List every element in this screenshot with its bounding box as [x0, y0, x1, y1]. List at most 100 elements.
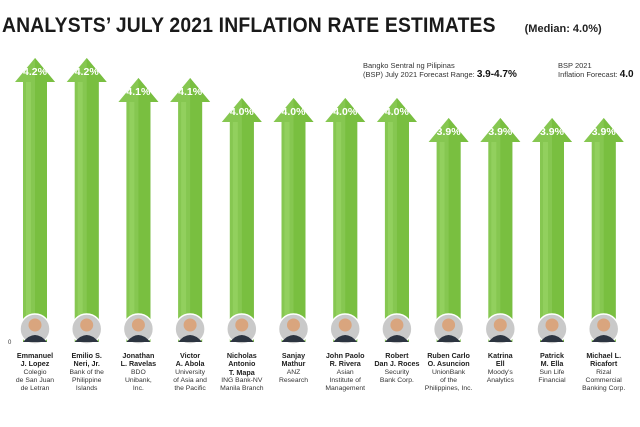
bsp-range-value: 3.9-4.7% — [476, 69, 517, 80]
arrow-highlight — [129, 102, 135, 342]
analyst-portrait — [329, 313, 361, 345]
analyst-org: Bank of the — [69, 368, 104, 376]
analyst-name: Jonathan — [122, 351, 155, 360]
arrow-bar: 4.2% — [15, 58, 55, 342]
analyst-name: Antonio — [228, 359, 256, 369]
value-label: 4.2% — [75, 66, 100, 78]
portrait-body — [540, 335, 564, 342]
analyst-name: L. Ravelas — [120, 359, 157, 369]
portrait-body — [591, 335, 616, 342]
arrow-shape — [66, 58, 107, 342]
value-label: 4.2% — [23, 66, 48, 78]
analyst-org: University — [175, 368, 206, 376]
arrow-shape — [480, 118, 521, 342]
arrow-highlight — [26, 82, 31, 342]
portrait-head — [183, 318, 197, 332]
bsp-range-note: Bangko Sentral ng Pilipinas (BSP) July 2… — [363, 61, 517, 80]
bsp-forecast-line2: Inflation Forecast: — [558, 70, 618, 79]
analyst-org: Institute of — [329, 376, 361, 384]
portrait-body — [384, 335, 409, 342]
analyst-org: Colegio — [23, 368, 47, 376]
analyst-name: A. Abola — [175, 359, 205, 369]
analyst-portrait — [174, 313, 206, 345]
value-label: 4.0% — [333, 106, 358, 118]
arrow-bar: 3.9% — [428, 118, 469, 342]
analyst-name: O. Asuncion — [427, 359, 470, 369]
portrait-head — [80, 318, 94, 332]
arrow-bar: 4.0% — [221, 98, 262, 342]
arrow-bar: 3.9% — [583, 118, 624, 342]
portrait-body — [333, 335, 358, 342]
portrait-body — [488, 335, 513, 342]
arrow-shape — [376, 98, 417, 342]
analyst-org: of the — [440, 376, 458, 384]
analyst-portrait — [536, 313, 568, 345]
analyst-name: T. Mapa — [228, 367, 255, 377]
arrow-bar: 3.9% — [480, 118, 521, 342]
analyst-label: Sanjay Mathur ANZ Research — [266, 351, 322, 385]
arrow-bar: 3.9% — [532, 118, 572, 342]
analyst-portrait — [277, 313, 310, 345]
analyst-label: Ruben Carlo O. Asuncion UnionBank of the Phi… — [421, 351, 477, 393]
portrait-body — [126, 335, 151, 342]
analyst-label: Emmanuel J. Lopez Colegio de San Juan de Let… — [7, 351, 63, 393]
arrow-highlight — [594, 142, 600, 342]
bsp-range-line2: (BSP) July 2021 Forecast Range: — [363, 70, 475, 79]
analyst-label: Emilio S. Neri, Jr. Bank of the Philippine I… — [59, 351, 115, 393]
arrow-shape — [221, 98, 262, 342]
analyst-name: J. Lopez — [20, 359, 50, 369]
analyst-portrait — [484, 313, 517, 345]
analyst-org: Security — [384, 368, 410, 376]
analyst-label: Jonathan L. Ravelas BDO Unibank, Inc. — [110, 351, 166, 393]
analyst-org: Research — [278, 376, 309, 384]
arrow-highlight — [181, 102, 187, 342]
arrow-highlight — [543, 142, 548, 342]
arrow-shape — [428, 118, 469, 342]
analyst-org: Management — [325, 384, 366, 392]
analyst-org: Philippine — [71, 376, 102, 384]
analyst-org: Analytics — [486, 376, 514, 384]
analyst-name: Nicholas — [226, 351, 257, 360]
analyst-name: M. Ella — [540, 359, 564, 369]
arrow-bar: 4.0% — [273, 98, 314, 342]
bsp-range-line1: Bangko Sentral ng Pilipinas — [363, 61, 455, 70]
analyst-org: de Letran — [20, 384, 50, 392]
analyst-name: Ruben Carlo — [427, 351, 470, 360]
value-label: 3.9% — [540, 126, 565, 138]
arrow-bar: 4.0% — [376, 98, 417, 342]
analyst-name: Victor — [179, 351, 201, 360]
analyst-org: Commercial — [585, 376, 622, 384]
analyst-org: Manila Branch — [220, 385, 264, 393]
analyst-org: ING Bank-NV — [221, 377, 263, 385]
analyst-org: Unibank, — [124, 376, 152, 384]
arrow-highlight — [387, 122, 393, 342]
analyst-label: Michael L. Ricafort Rizal Commercial Banking… — [576, 351, 632, 393]
analyst-org: Philippines, Inc. — [424, 384, 473, 392]
value-label: 3.9% — [437, 126, 462, 138]
bsp-forecast-line1: BSP 2021 — [558, 61, 592, 70]
portrait-body — [281, 335, 306, 342]
arrow-bar: 4.2% — [66, 58, 107, 342]
arrow-bar: 4.1% — [118, 78, 159, 342]
analyst-name: R. Rivera — [329, 359, 361, 369]
portrait-head — [235, 318, 249, 332]
arrow-shape — [15, 58, 55, 342]
portrait-body — [23, 335, 47, 342]
portrait-body — [436, 335, 461, 342]
analyst-label: Robert Dan J. Roces Security Bank Corp. — [369, 351, 425, 385]
arrow-highlight — [336, 122, 342, 342]
analyst-label: John Paolo R. Rivera Asian Institute of Mana… — [317, 351, 373, 393]
portrait-body — [74, 335, 99, 342]
bsp-forecast-note: BSP 2021 Inflation Forecast: 4.0 — [558, 61, 634, 80]
analyst-name: Sanjay — [281, 351, 306, 360]
arrow-shape — [170, 78, 211, 342]
analyst-name: Neri, Jr. — [73, 359, 100, 369]
analyst-name: Katrina — [487, 351, 513, 360]
arrow-shape — [583, 118, 624, 342]
arrow-bar: 4.0% — [325, 98, 366, 342]
arrow-shape — [273, 98, 314, 342]
analyst-name: Robert — [385, 351, 409, 360]
analyst-name: Mathur — [281, 359, 306, 369]
analyst-name: Ell — [495, 359, 505, 369]
